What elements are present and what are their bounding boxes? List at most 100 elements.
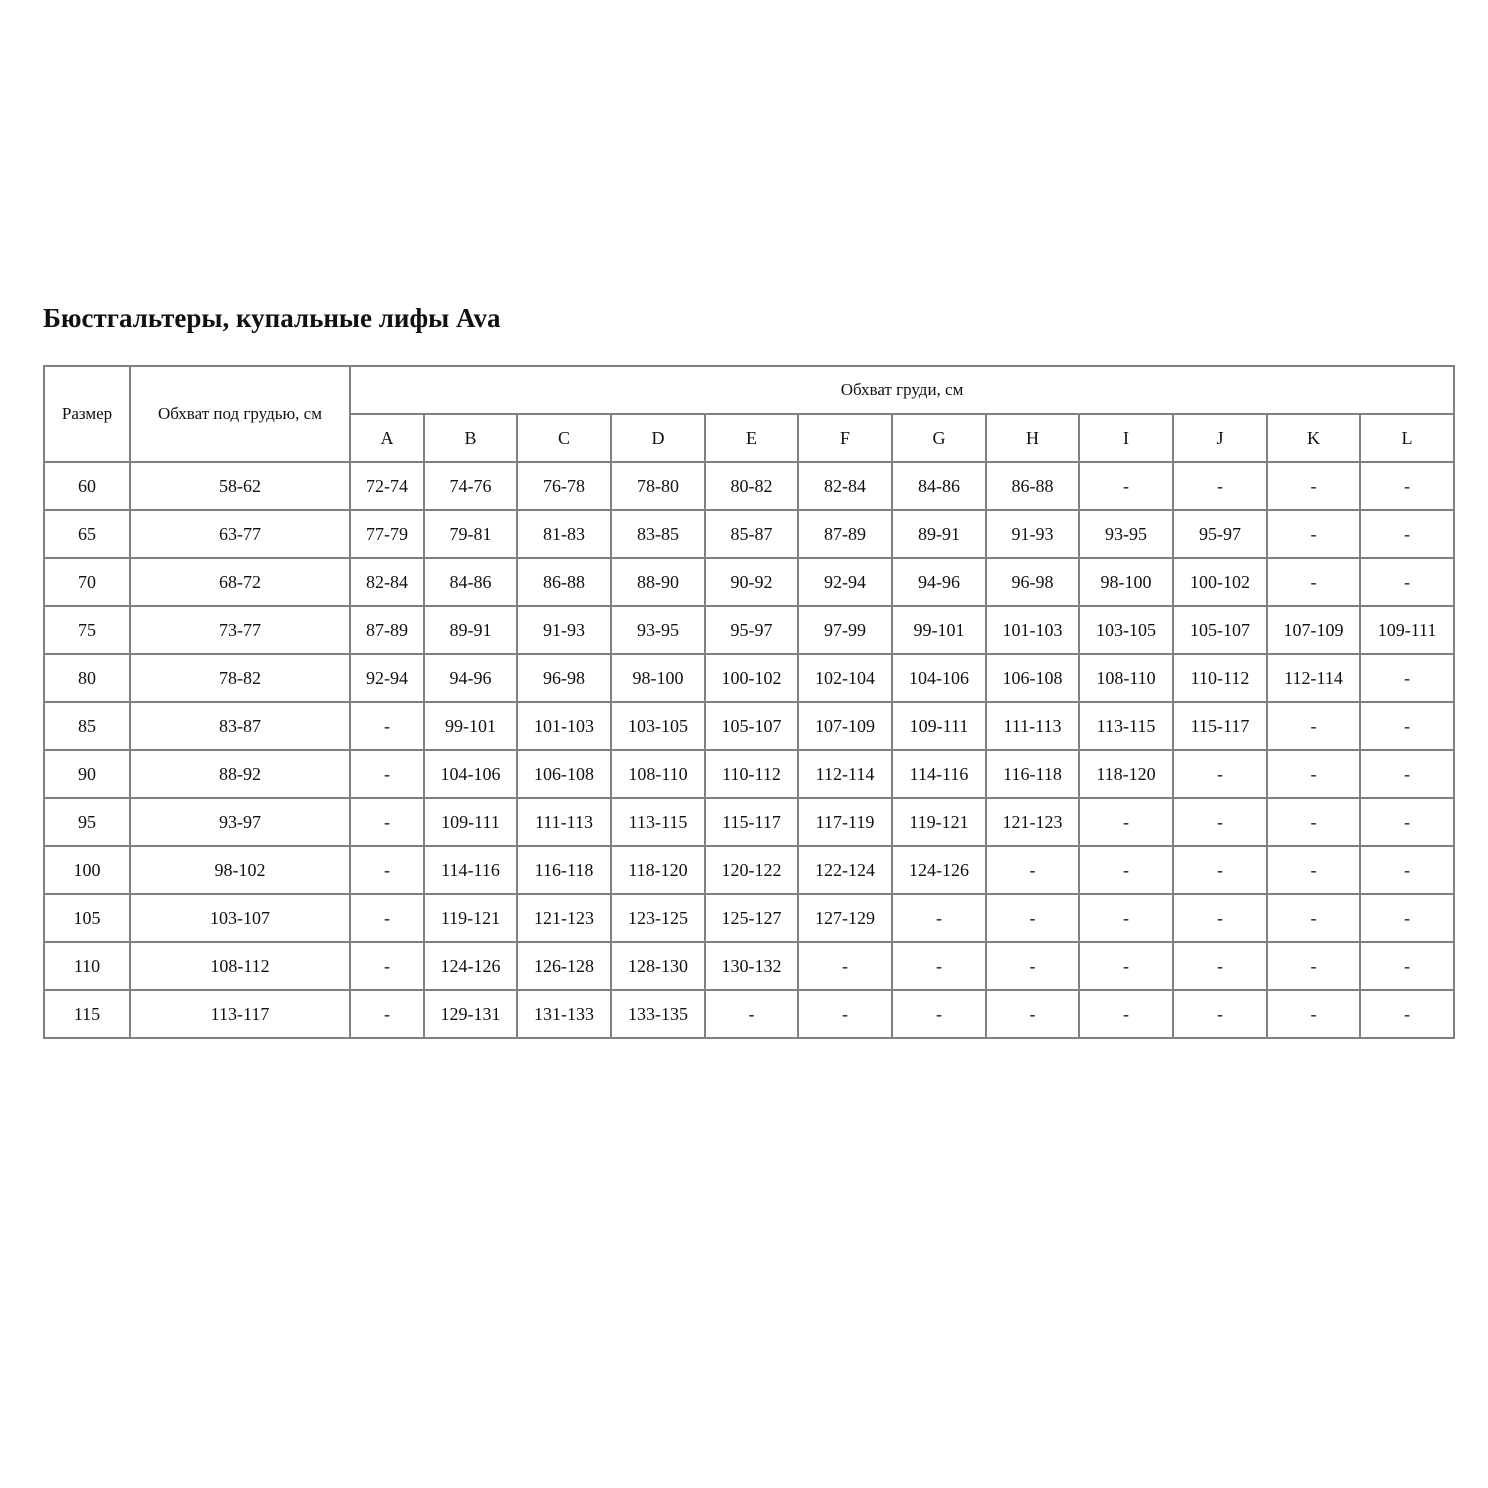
- underbust-cell: 78-82: [129, 653, 351, 703]
- bust-cell: -: [349, 749, 425, 799]
- bust-cell: -: [985, 893, 1080, 943]
- bust-cell: 122-124: [797, 845, 893, 895]
- table-row: 70 68-72 82-84 84-86 86-88 88-90 90-92 92-94 94-…: [43, 557, 1456, 607]
- bust-cell: 81-83: [516, 509, 612, 559]
- bust-cell: 91-93: [516, 605, 612, 655]
- header-cup-g: G: [891, 413, 987, 463]
- bust-cell: 87-89: [797, 509, 893, 559]
- size-cell: 65: [43, 509, 131, 559]
- bust-cell: 97-99: [797, 605, 893, 655]
- bust-cell: -: [1358, 653, 1456, 703]
- size-chart-table: Размер Обхват под грудью, см Обхват груд…: [43, 365, 1456, 1039]
- underbust-cell: 103-107: [129, 893, 351, 943]
- header-cup-a: A: [349, 413, 425, 463]
- table-row: 105 103-107-119-121 121-123 123-125 125-127 1…: [43, 893, 1456, 943]
- bust-cell: 131-133: [516, 989, 612, 1039]
- bust-cell: 117-119: [797, 797, 893, 847]
- underbust-cell: 73-77: [129, 605, 351, 655]
- bust-cell: 95-97: [704, 605, 799, 655]
- bust-cell: 128-130: [610, 941, 706, 991]
- bust-cell: -: [797, 941, 893, 991]
- bust-cell: -: [1358, 989, 1456, 1039]
- bust-cell: 86-88: [985, 461, 1080, 511]
- bust-cell: -: [1172, 893, 1268, 943]
- bust-cell: 120-122: [704, 845, 799, 895]
- table-row: 80 78-82 92-94 94-96 96-98 98-100 100-102 102-1…: [43, 653, 1456, 703]
- bust-cell: 83-85: [610, 509, 706, 559]
- bust-cell: -: [1358, 701, 1456, 751]
- table-row: 85 83-87-99-101 101-103 103-105 105-107 107-1…: [43, 701, 1456, 751]
- bust-cell: 114-116: [423, 845, 518, 895]
- size-cell: 70: [43, 557, 131, 607]
- bust-cell: 100-102: [704, 653, 799, 703]
- bust-cell: -: [797, 989, 893, 1039]
- bust-cell: 89-91: [891, 509, 987, 559]
- header-cup-c: C: [516, 413, 612, 463]
- bust-cell: -: [1172, 797, 1268, 847]
- bust-cell: 96-98: [985, 557, 1080, 607]
- bust-cell: 133-135: [610, 989, 706, 1039]
- bust-cell: 104-106: [891, 653, 987, 703]
- bust-cell: 112-114: [1266, 653, 1361, 703]
- bust-cell: 113-115: [1078, 701, 1174, 751]
- size-cell: 105: [43, 893, 131, 943]
- table-row: 110 108-112-124-126 126-128 128-130 130-132-…: [43, 941, 1456, 991]
- bust-cell: -: [1078, 461, 1174, 511]
- bust-cell: 92-94: [349, 653, 425, 703]
- bust-cell: -: [1266, 941, 1361, 991]
- header-cup-i: I: [1078, 413, 1174, 463]
- underbust-cell: 88-92: [129, 749, 351, 799]
- bust-cell: 94-96: [891, 557, 987, 607]
- bust-cell: 115-117: [1172, 701, 1268, 751]
- bust-cell: 125-127: [704, 893, 799, 943]
- bust-cell: -: [985, 845, 1080, 895]
- table-row: 75 73-77 87-89 89-91 91-93 93-95 95-97 97-99 99-…: [43, 605, 1456, 655]
- bust-cell: 82-84: [349, 557, 425, 607]
- bust-cell: 91-93: [985, 509, 1080, 559]
- bust-cell: 110-112: [704, 749, 799, 799]
- bust-cell: 76-78: [516, 461, 612, 511]
- bust-cell: -: [1172, 461, 1268, 511]
- bust-cell: 77-79: [349, 509, 425, 559]
- bust-cell: 74-76: [423, 461, 518, 511]
- bust-cell: 89-91: [423, 605, 518, 655]
- bust-cell: 106-108: [516, 749, 612, 799]
- underbust-cell: 93-97: [129, 797, 351, 847]
- bust-cell: -: [891, 989, 987, 1039]
- bust-cell: 84-86: [891, 461, 987, 511]
- header-cup-d: D: [610, 413, 706, 463]
- header-row: Размер Обхват под грудью, см Обхват груд…: [43, 365, 1456, 463]
- bust-cell: -: [1078, 845, 1174, 895]
- table-row: 100 98-102-114-116 116-118 118-120 120-122 12…: [43, 845, 1456, 895]
- bust-cell: -: [1172, 749, 1268, 799]
- underbust-cell: 63-77: [129, 509, 351, 559]
- underbust-cell: 108-112: [129, 941, 351, 991]
- bust-cell: 106-108: [985, 653, 1080, 703]
- bust-cell: 103-105: [1078, 605, 1174, 655]
- bust-cell: 115-117: [704, 797, 799, 847]
- bust-cell: -: [1266, 701, 1361, 751]
- bust-cell: 104-106: [423, 749, 518, 799]
- bust-cell: 107-109: [797, 701, 893, 751]
- bust-cell: -: [1358, 797, 1456, 847]
- bust-cell: -: [1266, 845, 1361, 895]
- header-cup-b: B: [423, 413, 518, 463]
- bust-cell: -: [349, 797, 425, 847]
- underbust-cell: 68-72: [129, 557, 351, 607]
- bust-cell: -: [1266, 797, 1361, 847]
- bust-cell: 87-89: [349, 605, 425, 655]
- bust-cell: 129-131: [423, 989, 518, 1039]
- bust-cell: 90-92: [704, 557, 799, 607]
- table-row: 60 58-62 72-74 74-76 76-78 78-80 80-82 82-84 84-…: [43, 461, 1456, 511]
- bust-cell: 105-107: [1172, 605, 1268, 655]
- size-cell: 90: [43, 749, 131, 799]
- header-underbust: Обхват под грудью, см: [129, 365, 351, 463]
- bust-cell: 113-115: [610, 797, 706, 847]
- bust-cell: 111-113: [516, 797, 612, 847]
- bust-cell: 88-90: [610, 557, 706, 607]
- bust-cell: -: [704, 989, 799, 1039]
- table-row: 95 93-97-109-111 111-113 113-115 115-117 117-…: [43, 797, 1456, 847]
- table-body: 60 58-62 72-74 74-76 76-78 78-80 80-82 82-84 84-…: [43, 461, 1456, 1039]
- bust-cell: 78-80: [610, 461, 706, 511]
